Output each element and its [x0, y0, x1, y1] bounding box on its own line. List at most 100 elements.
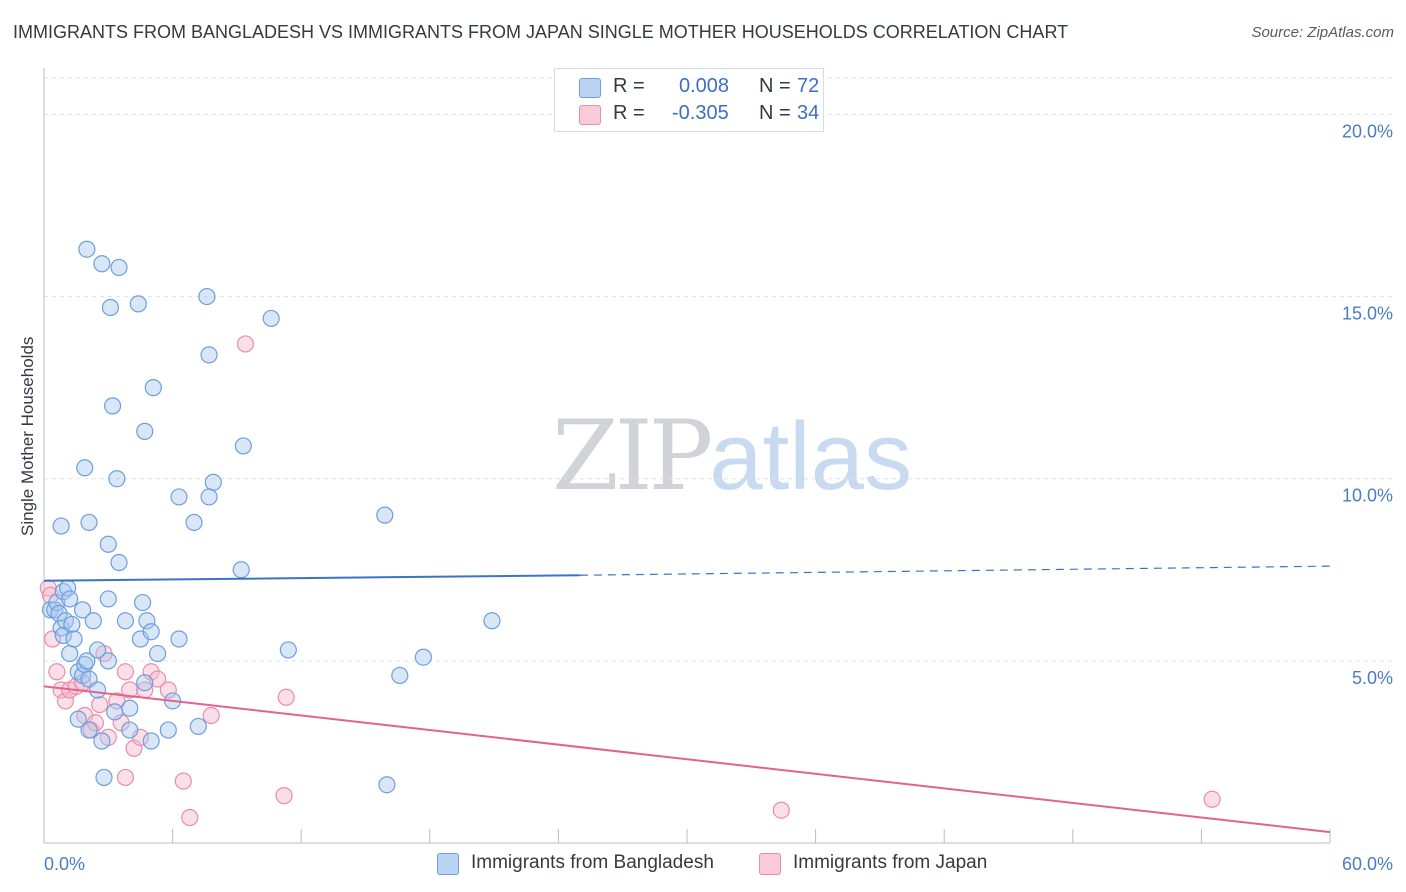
- bangladesh-point: [121, 699, 139, 717]
- japan-point: [277, 688, 295, 706]
- japan-point: [125, 739, 143, 757]
- chart-title: IMMIGRANTS FROM BANGLADESH VS IMMIGRANTS…: [13, 22, 1069, 42]
- bangladesh-point: [48, 593, 66, 612]
- bangladesh-point: [73, 601, 92, 619]
- legend-swatch-bangladesh: [579, 78, 601, 98]
- japan-point: [202, 706, 220, 725]
- bangladesh-point: [279, 641, 297, 659]
- bangladesh-point: [99, 590, 117, 608]
- japan-point: [91, 695, 109, 714]
- japan-point: [236, 335, 255, 353]
- bangladesh-point: [133, 593, 152, 612]
- bangladesh-point: [138, 612, 156, 630]
- bottom-legend-label-japan: Immigrants from Japan: [793, 852, 988, 873]
- bangladesh-point: [142, 732, 160, 750]
- watermark-atlas: atlas: [709, 403, 912, 510]
- bangladesh-point: [80, 721, 98, 739]
- bangladesh-point: [52, 517, 70, 535]
- bangladesh-point: [110, 553, 128, 572]
- bangladesh-point: [189, 717, 207, 736]
- bottom-legend-label-bangladesh: Immigrants from Bangladesh: [471, 852, 714, 873]
- bangladesh-point: [99, 535, 117, 553]
- japan-point: [772, 801, 790, 819]
- bangladesh-point: [93, 732, 111, 750]
- bangladesh-point: [376, 506, 394, 524]
- japan-point: [121, 681, 139, 699]
- y-tick-label: 20.0%: [1342, 121, 1393, 141]
- bangladesh-point: [99, 652, 117, 670]
- bangladesh-point: [262, 309, 280, 328]
- legend-n-value: 72: [797, 75, 820, 97]
- legend-n-label: N =: [759, 102, 791, 124]
- bangladesh-point: [88, 681, 107, 699]
- bangladesh-point: [136, 674, 154, 692]
- bangladesh-point: [129, 295, 147, 313]
- japan-point: [112, 714, 130, 732]
- bangladesh-point: [63, 615, 81, 634]
- y-tick-label: 15.0%: [1342, 304, 1393, 324]
- legend-n-value: 34: [797, 102, 820, 124]
- bangladesh-point: [142, 623, 160, 641]
- japan-point: [1203, 790, 1221, 808]
- bangladesh-point: [200, 346, 218, 364]
- legend-r-label: R =: [613, 75, 645, 97]
- bangladesh-point: [61, 644, 79, 663]
- bangladesh-point: [78, 240, 96, 258]
- bangladesh-point: [136, 422, 154, 440]
- japan-point: [116, 768, 135, 787]
- legend-r-label: R =: [613, 102, 645, 124]
- bangladesh-point: [110, 258, 128, 277]
- bangladesh-point: [95, 768, 113, 787]
- legend-r-value: 0.008: [679, 75, 730, 97]
- japan-point: [181, 808, 199, 827]
- bangladesh-point: [200, 488, 218, 506]
- zipatlas-watermark: ZIPatlas: [552, 400, 912, 512]
- bangladesh-point: [84, 612, 102, 630]
- bangladesh-point: [170, 488, 188, 506]
- legend-n-label: N =: [759, 75, 791, 97]
- bangladesh-point: [414, 648, 432, 666]
- bangladesh-point: [198, 287, 216, 306]
- japan-point: [159, 681, 177, 699]
- bangladesh-point: [108, 470, 126, 488]
- bottom-legend-swatch-bangladesh: [437, 853, 459, 875]
- legend-swatch-japan: [579, 105, 601, 125]
- japan-point: [148, 670, 167, 688]
- bangladesh-point: [61, 590, 79, 608]
- bangladesh-point: [80, 513, 98, 532]
- bangladesh-point: [144, 379, 162, 397]
- bangladesh-trendline-extension: [579, 565, 1331, 576]
- bangladesh-point: [76, 459, 94, 477]
- bangladesh-point: [121, 721, 139, 739]
- legend-r-value: -0.305: [672, 102, 729, 124]
- japan-point: [108, 692, 126, 710]
- japan-point: [116, 663, 135, 681]
- bangladesh-point: [93, 255, 111, 273]
- bangladesh-point: [378, 776, 396, 794]
- bangladesh-trendline: [43, 574, 580, 582]
- japan-point: [56, 692, 75, 710]
- bangladesh-point: [116, 612, 135, 630]
- correlation-legend: R = 0.008 N = 72 R = -0.305 N = 34: [554, 68, 824, 132]
- japan-point: [174, 772, 192, 790]
- bottom-legend-swatch-japan: [759, 853, 781, 875]
- x-tick-label: 60.0%: [1342, 854, 1393, 874]
- bangladesh-point: [170, 630, 188, 648]
- y-tick-label: 5.0%: [1352, 668, 1393, 688]
- bangladesh-point: [101, 298, 120, 317]
- x-tick-label: 0.0%: [44, 854, 85, 874]
- bangladesh-point: [159, 721, 177, 739]
- bangladesh-point: [232, 561, 250, 579]
- japan-point: [275, 787, 293, 805]
- bangladesh-point: [106, 703, 124, 721]
- bangladesh-point: [103, 397, 122, 415]
- bangladesh-point: [88, 641, 107, 659]
- japan-point: [48, 663, 66, 681]
- bangladesh-point: [234, 437, 252, 455]
- source-credit: Source: ZipAtlas.com: [1251, 24, 1394, 41]
- y-tick-label: 10.0%: [1342, 486, 1393, 506]
- bangladesh-point: [391, 666, 409, 685]
- bangladesh-point: [483, 612, 501, 630]
- bangladesh-point: [148, 644, 167, 663]
